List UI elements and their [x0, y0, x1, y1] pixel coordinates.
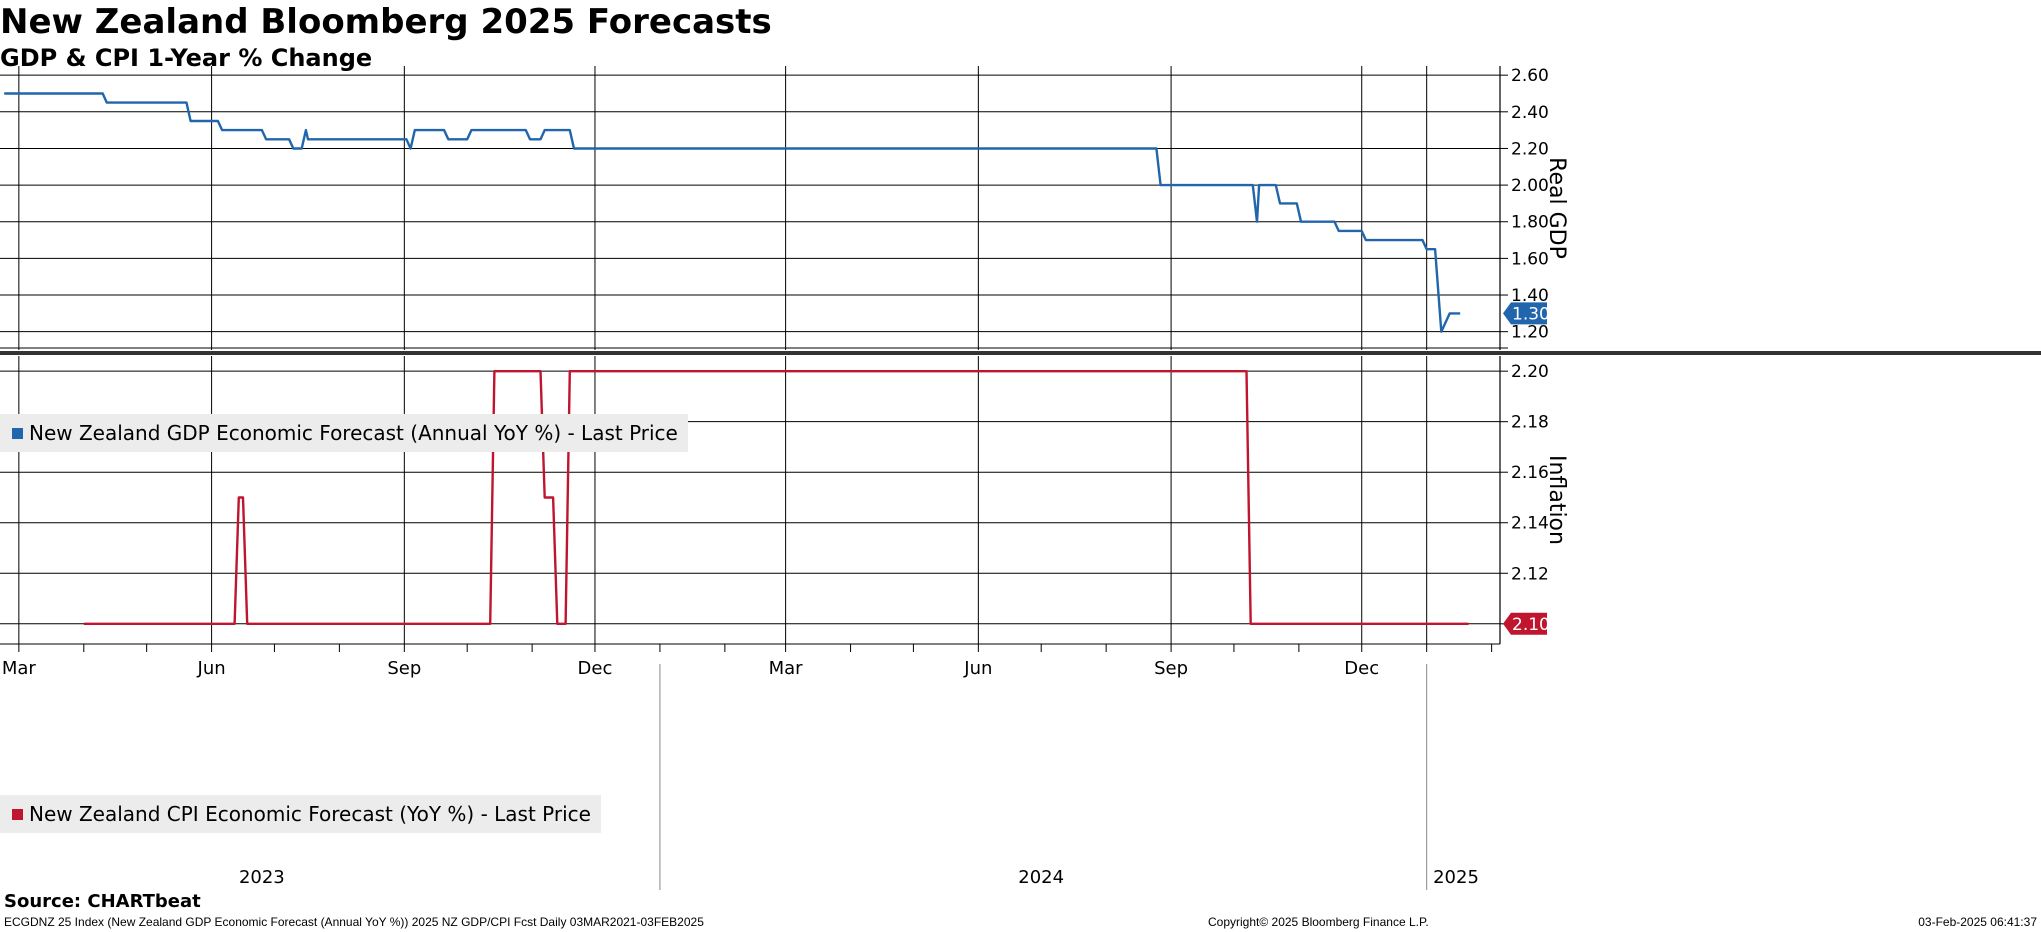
- series-line: [83, 370, 1469, 625]
- legend-cpi: New Zealand CPI Economic Forecast (YoY %…: [0, 795, 601, 833]
- year-label: 2025: [1433, 867, 1479, 888]
- last-value-label: 2.10: [1512, 615, 1550, 635]
- y-tick-label: 2.18: [1511, 413, 1549, 433]
- y-tick-label: 2.00: [1511, 176, 1549, 196]
- x-tick-label: Mar: [769, 658, 804, 679]
- legend-cpi-label: New Zealand CPI Economic Forecast (YoY %…: [29, 802, 591, 826]
- chart-title: New Zealand Bloomberg 2025 Forecasts: [0, 2, 772, 42]
- x-tick-label: Dec: [1344, 658, 1379, 679]
- x-tick-label: Mar: [2, 658, 37, 679]
- footer-description: ECGDNZ 25 Index (New Zealand GDP Economi…: [4, 915, 704, 929]
- y-tick-label: 2.12: [1511, 564, 1549, 584]
- y-tick-label: 1.80: [1511, 213, 1549, 233]
- y-tick-label: 2.16: [1511, 463, 1549, 483]
- x-tick-label: Jun: [197, 658, 226, 679]
- y-axis-title: Real GDP: [1544, 157, 1569, 259]
- y-tick-label: 2.14: [1511, 514, 1549, 534]
- x-tick-label: Sep: [1154, 658, 1188, 679]
- y-tick-label: 2.20: [1511, 139, 1549, 159]
- y-tick-label: 2.40: [1511, 103, 1549, 123]
- last-value-label: 1.30: [1512, 304, 1550, 324]
- last-value-tag: [1503, 612, 1547, 635]
- legend-cpi-swatch: [12, 809, 23, 820]
- legend-gdp: New Zealand GDP Economic Forecast (Annua…: [0, 414, 688, 452]
- legend-gdp-label: New Zealand GDP Economic Forecast (Annua…: [29, 421, 678, 445]
- footer-timestamp: 03-Feb-2025 06:41:37: [1918, 915, 2037, 929]
- x-tick-label: Dec: [578, 658, 613, 679]
- chart-subtitle: GDP & CPI 1-Year % Change: [0, 44, 373, 72]
- series-line: [4, 92, 1461, 333]
- source-note: Source: CHARTbeat: [4, 891, 201, 912]
- y-tick-label: 2.60: [1511, 66, 1549, 86]
- last-value-tag: [1503, 302, 1547, 325]
- footer-copyright: Copyright© 2025 Bloomberg Finance L.P.: [1208, 915, 1429, 929]
- year-label: 2023: [239, 867, 285, 888]
- y-tick-label: 1.60: [1511, 249, 1549, 269]
- legend-gdp-swatch: [12, 428, 23, 439]
- y-tick-label: 2.20: [1511, 362, 1549, 382]
- x-tick-label: Sep: [387, 658, 421, 679]
- y-tick-label: 1.20: [1511, 323, 1549, 343]
- x-tick-label: Jun: [963, 658, 992, 679]
- y-tick-label: 1.40: [1511, 286, 1549, 306]
- year-label: 2024: [1018, 867, 1064, 888]
- y-axis-title: Inflation: [1544, 455, 1569, 545]
